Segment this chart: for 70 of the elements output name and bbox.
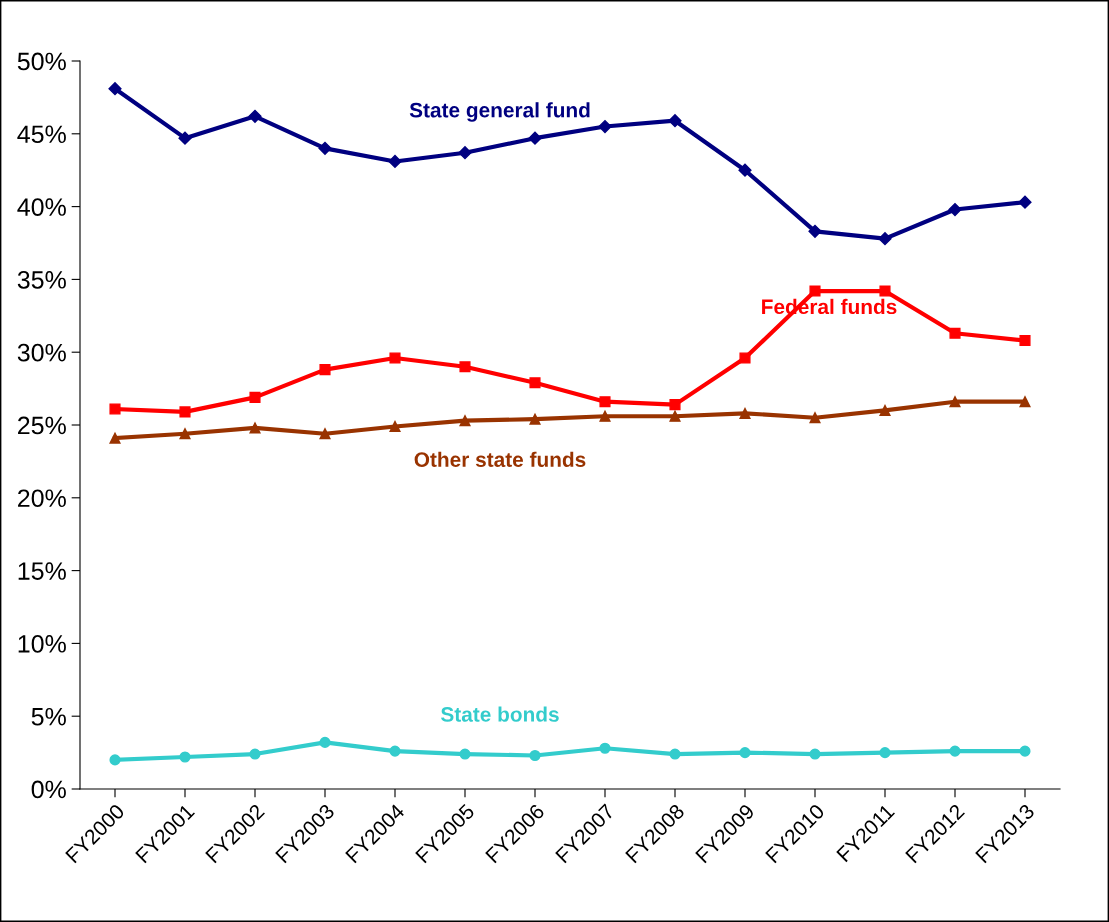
- point: [459, 415, 471, 427]
- point: [739, 407, 751, 419]
- point: [178, 131, 192, 145]
- y-tick-label: 35%: [17, 271, 66, 289]
- point: [109, 432, 121, 444]
- point: [739, 352, 751, 364]
- point: [879, 404, 891, 416]
- y-tick-label: 10%: [18, 635, 66, 653]
- point: [529, 413, 541, 425]
- series-label: Other state funds: [414, 451, 586, 467]
- point: [248, 109, 262, 123]
- point: [809, 285, 821, 297]
- point: [459, 748, 471, 760]
- point: [948, 202, 962, 217]
- point: [389, 352, 401, 364]
- point: [949, 396, 961, 408]
- series-label: State bonds: [440, 706, 559, 722]
- y-tick-label: 30%: [17, 343, 66, 362]
- point: [598, 119, 612, 134]
- point: [318, 141, 332, 155]
- point: [879, 747, 891, 759]
- point: [529, 749, 541, 762]
- point: [738, 163, 752, 177]
- point: [249, 422, 261, 434]
- point: [668, 114, 682, 128]
- point: [878, 232, 892, 246]
- point: [1018, 195, 1032, 209]
- point: [599, 410, 611, 422]
- point: [319, 428, 331, 440]
- point: [1019, 334, 1031, 347]
- point: [879, 285, 891, 297]
- point: [389, 420, 401, 433]
- point: [179, 428, 191, 440]
- y-tick-label: 15%: [18, 562, 66, 580]
- y-tick-label: 40%: [17, 198, 66, 216]
- point: [669, 410, 681, 422]
- point: [1019, 396, 1031, 408]
- point: [459, 361, 471, 373]
- point: [458, 146, 472, 160]
- point: [388, 154, 402, 169]
- point: [389, 745, 401, 757]
- point: [599, 742, 611, 754]
- series-label: State general fund: [409, 102, 590, 122]
- point: [808, 224, 822, 238]
- y-tick-label: 0%: [31, 780, 66, 799]
- point: [599, 396, 611, 408]
- y-tick-label: 5%: [31, 707, 66, 726]
- point: [669, 748, 681, 760]
- point: [319, 364, 331, 376]
- point: [809, 748, 821, 760]
- point: [108, 82, 122, 96]
- point: [949, 327, 961, 339]
- point: [109, 754, 121, 766]
- point: [319, 736, 331, 748]
- point: [109, 403, 121, 415]
- point: [179, 751, 191, 763]
- y-tick-label: 45%: [17, 125, 66, 144]
- y-tick-label: 20%: [18, 489, 66, 508]
- point: [809, 412, 821, 424]
- point: [949, 745, 961, 757]
- point: [528, 131, 542, 145]
- y-tick-label: 50%: [17, 52, 66, 71]
- point: [179, 406, 191, 418]
- point: [249, 748, 261, 760]
- point: [669, 399, 681, 411]
- point: [739, 747, 751, 759]
- point: [249, 391, 261, 403]
- y-tick-label: 25%: [18, 416, 66, 435]
- point: [529, 377, 541, 389]
- point: [1019, 745, 1031, 757]
